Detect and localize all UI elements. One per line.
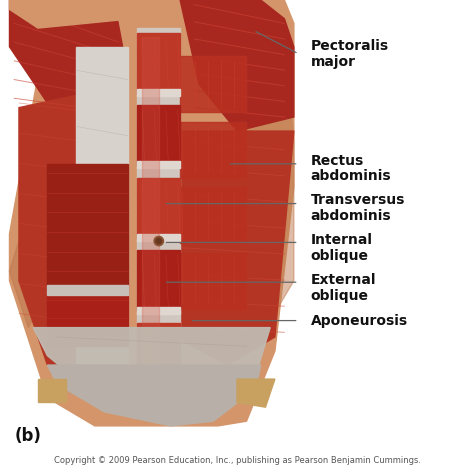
Polygon shape xyxy=(137,250,180,311)
Text: (b): (b) xyxy=(14,427,41,445)
Text: Transversus
abdominis: Transversus abdominis xyxy=(310,193,405,223)
Polygon shape xyxy=(175,131,294,365)
Polygon shape xyxy=(137,161,180,168)
Circle shape xyxy=(156,238,162,244)
Polygon shape xyxy=(137,33,180,94)
Text: Internal
oblique: Internal oblique xyxy=(310,233,373,263)
Polygon shape xyxy=(137,28,180,412)
Polygon shape xyxy=(33,328,270,417)
Text: Pectoralis
major: Pectoralis major xyxy=(310,39,389,69)
Polygon shape xyxy=(19,84,128,365)
Polygon shape xyxy=(137,307,180,314)
Polygon shape xyxy=(137,323,180,384)
Polygon shape xyxy=(137,89,180,96)
Polygon shape xyxy=(237,379,275,407)
Text: External
oblique: External oblique xyxy=(310,273,376,303)
Polygon shape xyxy=(137,234,180,241)
Polygon shape xyxy=(47,164,128,290)
Polygon shape xyxy=(137,379,180,386)
Polygon shape xyxy=(9,0,128,122)
Polygon shape xyxy=(180,253,246,309)
Polygon shape xyxy=(180,187,246,243)
Polygon shape xyxy=(137,178,180,239)
Text: Copyright © 2009 Pearson Education, Inc., publishing as Pearson Benjamin Cumming: Copyright © 2009 Pearson Education, Inc.… xyxy=(54,456,420,465)
Polygon shape xyxy=(38,379,66,402)
Polygon shape xyxy=(228,47,294,337)
Text: Aponeurosis: Aponeurosis xyxy=(310,314,408,328)
Text: Rectus
abdominis: Rectus abdominis xyxy=(310,154,391,183)
Polygon shape xyxy=(47,365,261,426)
Polygon shape xyxy=(142,37,159,402)
Polygon shape xyxy=(47,290,128,346)
Polygon shape xyxy=(137,105,180,166)
Polygon shape xyxy=(76,47,128,384)
Circle shape xyxy=(154,236,164,246)
Polygon shape xyxy=(9,0,142,28)
Polygon shape xyxy=(47,285,128,295)
Polygon shape xyxy=(180,0,294,131)
Polygon shape xyxy=(180,56,246,112)
Polygon shape xyxy=(9,103,76,328)
Polygon shape xyxy=(180,122,246,178)
Polygon shape xyxy=(9,0,294,426)
